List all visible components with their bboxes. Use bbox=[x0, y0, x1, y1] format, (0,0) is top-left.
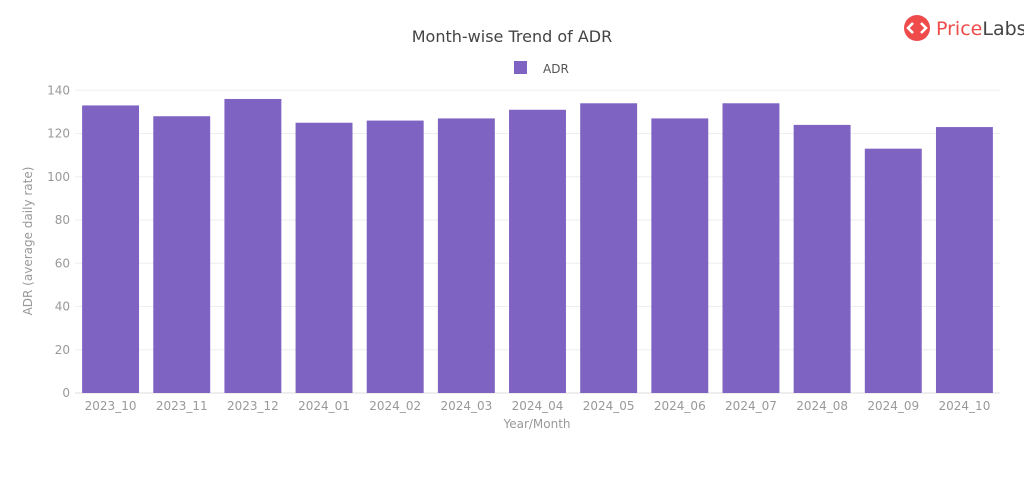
x-tick-label: 2024_09 bbox=[867, 399, 919, 413]
legend-swatch bbox=[514, 61, 527, 74]
y-tick-label: 40 bbox=[55, 300, 70, 314]
pricelabs-logo: PriceLabs bbox=[904, 15, 1024, 41]
y-tick-label: 60 bbox=[55, 256, 70, 270]
logo-text: PriceLabs bbox=[936, 18, 1024, 40]
logo-icon bbox=[904, 15, 930, 41]
x-tick-label: 2024_01 bbox=[298, 399, 350, 413]
x-tick-label: 2023_10 bbox=[85, 399, 137, 413]
bar-2024_02[interactable] bbox=[366, 120, 424, 393]
bar-2023_12[interactable] bbox=[224, 98, 282, 393]
chart-title: Month-wise Trend of ADR bbox=[412, 27, 612, 46]
x-tick-label: 2024_10 bbox=[939, 399, 991, 413]
y-axis-label: ADR (average daily rate) bbox=[21, 167, 35, 316]
x-tick-label: 2023_11 bbox=[156, 399, 208, 413]
x-tick-label: 2024_06 bbox=[654, 399, 706, 413]
y-tick-label: 0 bbox=[62, 386, 70, 400]
y-tick-label: 120 bbox=[47, 127, 70, 141]
x-tick-label: 2024_02 bbox=[369, 399, 421, 413]
legend[interactable]: ADR bbox=[514, 61, 569, 76]
y-tick-label: 100 bbox=[47, 170, 70, 184]
bar-2024_03[interactable] bbox=[437, 118, 495, 393]
legend-label: ADR bbox=[543, 62, 569, 76]
bar-2023_11[interactable] bbox=[153, 116, 211, 393]
x-tick-label: 2024_05 bbox=[583, 399, 635, 413]
x-tick-label: 2024_03 bbox=[440, 399, 492, 413]
y-tick-label: 20 bbox=[55, 343, 70, 357]
y-tick-label: 80 bbox=[55, 213, 70, 227]
bar-2024_09[interactable] bbox=[864, 148, 922, 393]
bar-2024_07[interactable] bbox=[722, 103, 780, 393]
bar-2024_04[interactable] bbox=[509, 109, 566, 394]
x-axis-label: Year/Month bbox=[502, 417, 570, 431]
bar-2024_05[interactable] bbox=[580, 103, 638, 393]
bar-2024_01[interactable] bbox=[295, 122, 353, 393]
bar-2024_10[interactable] bbox=[935, 127, 993, 393]
x-tick-label: 2023_12 bbox=[227, 399, 279, 413]
x-tick-label: 2024_04 bbox=[512, 399, 564, 413]
code-brackets-icon bbox=[906, 22, 928, 34]
x-tick-label: 2024_08 bbox=[796, 399, 848, 413]
y-tick-label: 140 bbox=[47, 83, 70, 97]
bar-2024_06[interactable] bbox=[651, 118, 709, 393]
x-tick-label: 2024_07 bbox=[725, 399, 777, 413]
bar-2024_08[interactable] bbox=[793, 124, 851, 393]
bar-2023_10[interactable] bbox=[82, 105, 140, 393]
